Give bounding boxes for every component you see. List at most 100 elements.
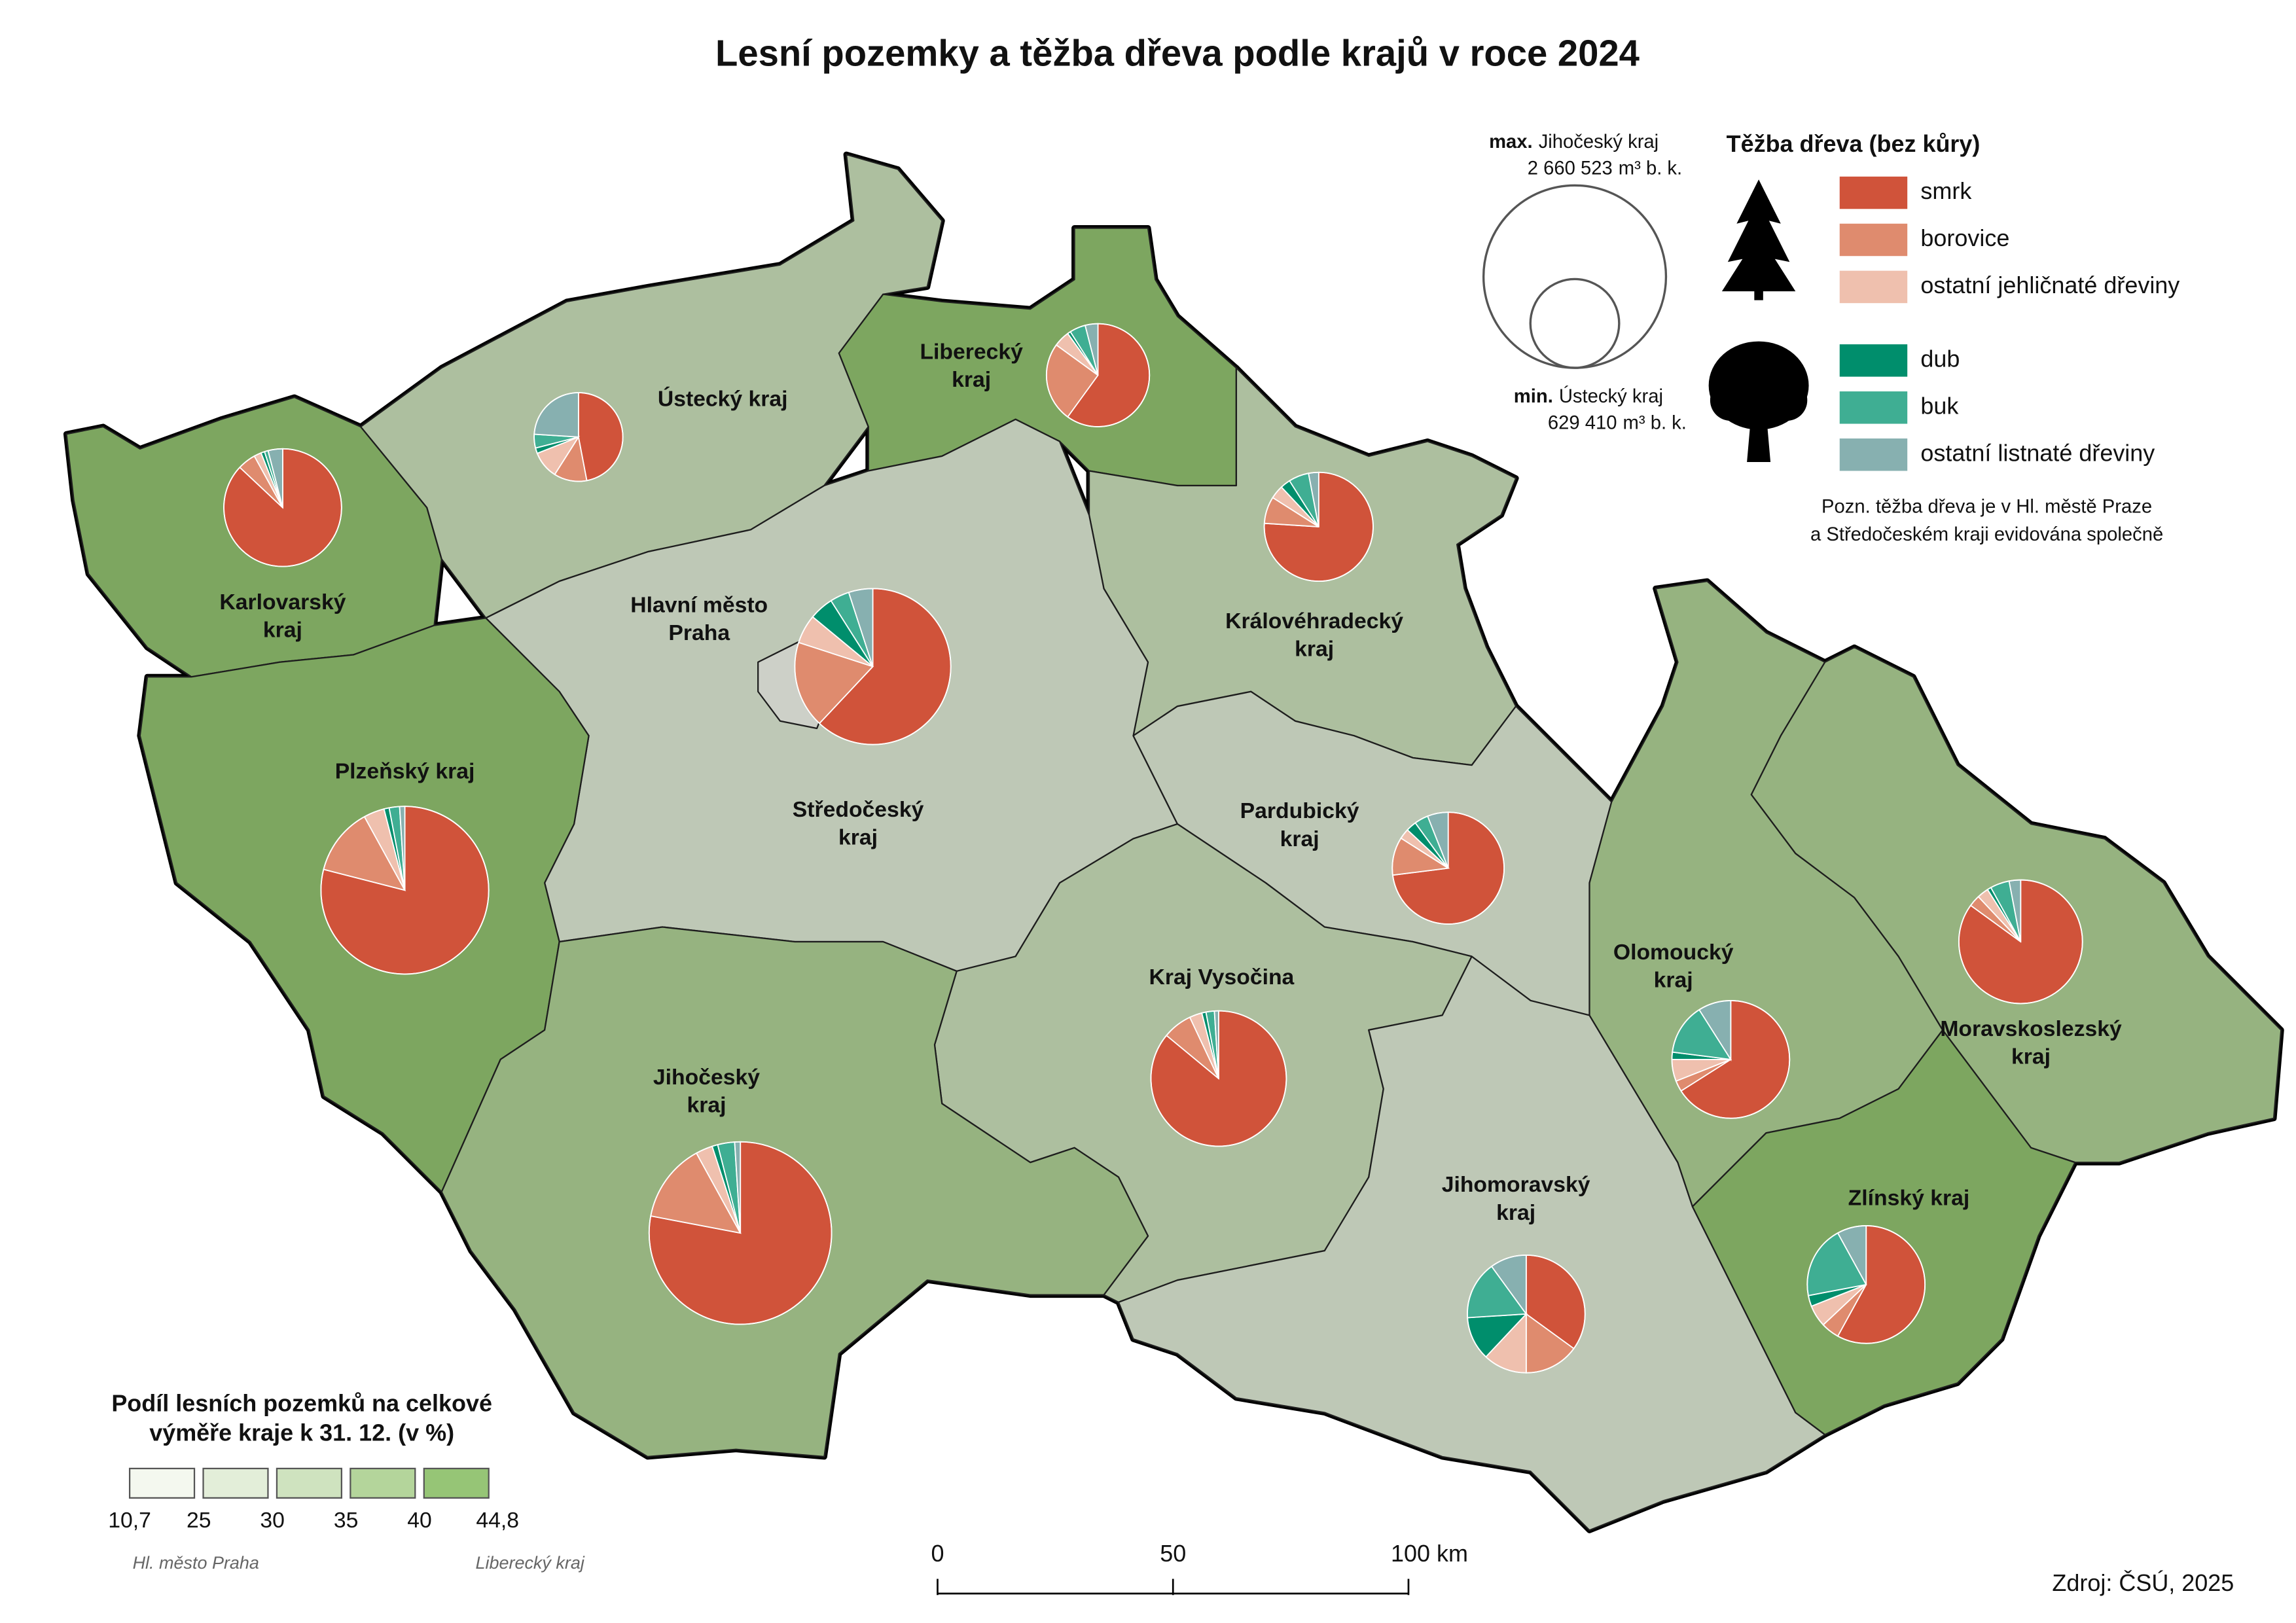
note-line: Pozn. těžba dřeva je v Hl. městě Praze — [1821, 496, 2152, 517]
source: Zdroj: ČSÚ, 2025 — [2052, 1569, 2234, 1596]
pie-size — [648, 1141, 833, 1325]
legend-label: ostatní jehličnaté dřeviny — [1920, 272, 2179, 298]
region-label: kraj — [838, 825, 878, 850]
region-label: Ústecký kraj — [658, 386, 788, 411]
region-label: Olomoucký — [1613, 940, 1734, 965]
legend-tick-label: 10,7 — [108, 1508, 151, 1533]
region-label: kraj — [2011, 1044, 2051, 1069]
legend-tick-label: 40 — [407, 1508, 432, 1533]
region-label: Jihočeský — [653, 1065, 760, 1090]
legend-swatch — [423, 1467, 490, 1499]
region-label: Praha — [668, 620, 730, 645]
region-label: Karlovarský — [219, 590, 346, 615]
region-label: kraj — [1496, 1200, 1535, 1225]
region-label: kraj — [1295, 637, 1334, 662]
pie — [1671, 1000, 1791, 1119]
legend-swatch — [276, 1467, 342, 1499]
legend-swatch — [1839, 270, 1908, 304]
scale-bar: 0 50 100 km — [931, 1540, 1468, 1596]
pie-charts — [223, 323, 2083, 1374]
legend-label: dub — [1920, 345, 1960, 372]
pie — [1467, 1255, 1586, 1374]
legend-swatch — [1839, 176, 1908, 209]
region-label: Plzeňský kraj — [335, 758, 475, 783]
pie-size — [320, 806, 490, 975]
region-label: Pardubický — [1240, 798, 1359, 823]
min-region: Ústecký kraj — [1559, 385, 1663, 407]
min-label: min. — [1514, 386, 1553, 407]
pie-size — [1806, 1225, 1926, 1344]
pie-size — [223, 448, 342, 567]
region-label: Středočeský — [793, 797, 924, 822]
legend-tick-label: 25 — [187, 1508, 211, 1533]
legend-swatch — [350, 1467, 416, 1499]
pie-size — [1958, 879, 2083, 1005]
region-label: kraj — [1280, 827, 1319, 851]
min-value: 629 410 — [1548, 412, 1617, 433]
region-label: Zlínský kraj — [1848, 1185, 1970, 1210]
scale-label: 50 — [1160, 1540, 1186, 1567]
species-legend-title: Těžba dřeva (bez kůry) — [1727, 130, 1981, 157]
pie-size — [1671, 1000, 1791, 1119]
region-label: kraj — [1654, 968, 1693, 993]
region-label: Kraj Vysočina — [1149, 965, 1295, 990]
size-legend-max: max. Jihočeský kraj — [1489, 132, 1659, 152]
region-label: kraj — [687, 1093, 726, 1118]
pie-size — [533, 392, 624, 482]
pie — [320, 806, 490, 975]
legend-tick-label: 35 — [334, 1508, 359, 1533]
legend-swatch — [1839, 344, 1908, 377]
map-title: Lesní pozemky a těžba dřeva podle krajů … — [715, 32, 1640, 73]
legend-swatch — [1839, 391, 1908, 424]
region-label: Královéhradecký — [1225, 609, 1403, 633]
share-legend-title: Podíl lesních pozemků na celkové — [111, 1390, 492, 1417]
size-circle — [1529, 277, 1621, 369]
share-legend-note: Hl. město Praha — [133, 1553, 259, 1573]
min-unit: m³ b. k. — [1623, 412, 1687, 433]
species-legend: Těžba dřeva (bez kůry) Pozn. těžba dřeva… — [1708, 130, 2179, 545]
pie-size — [1045, 323, 1151, 427]
scale-label: 0 — [931, 1540, 944, 1567]
pie — [1045, 323, 1151, 427]
pie — [1150, 1010, 1287, 1147]
region-label: kraj — [263, 617, 302, 642]
region-label: Jihomoravský — [1442, 1172, 1590, 1197]
legend-label: smrk — [1920, 177, 1972, 204]
legend-swatch — [1839, 438, 1908, 471]
legend-label: buk — [1920, 392, 1959, 419]
region-label: kraj — [952, 367, 991, 392]
legend-swatch — [128, 1467, 196, 1499]
pie — [1958, 879, 2083, 1005]
share-legend: Podíl lesních pozemků na celkové výměře … — [108, 1390, 585, 1573]
size-legend-min-value: 629 410 m³ b. k. — [1548, 412, 1687, 433]
legend-label: borovice — [1920, 224, 2009, 251]
conifer-icon — [1721, 179, 1796, 300]
size-legend: max. Jihočeský kraj 2 660 523 m³ b. k. min… — [1482, 132, 1687, 433]
scale-label: 100 km — [1391, 1540, 1468, 1567]
pie — [223, 448, 342, 567]
size-legend-max-value: 2 660 523 m³ b. k. — [1528, 158, 1682, 179]
legend-label: ostatní listnaté dřeviny — [1920, 439, 2155, 466]
region-label: Hlavní město — [630, 592, 768, 617]
pie — [1806, 1225, 1926, 1344]
legend-tick-label: 44,8 — [476, 1508, 519, 1533]
max-value: 2 660 523 — [1528, 158, 1613, 179]
region-label: Liberecký — [920, 340, 1023, 365]
max-label: max. — [1489, 132, 1533, 152]
pie — [794, 588, 952, 745]
region-label: Moravskoslezský — [1940, 1016, 2122, 1041]
pie-size — [794, 588, 952, 745]
pie — [1391, 812, 1505, 925]
deciduous-icon — [1708, 341, 1809, 463]
max-unit: m³ b. k. — [1619, 158, 1682, 179]
legend-tick-label: 30 — [260, 1508, 285, 1533]
legend-swatch — [1839, 223, 1908, 257]
pie — [648, 1141, 833, 1325]
legend-swatch — [202, 1467, 269, 1499]
max-region: Jihočeský kraj — [1539, 132, 1659, 152]
share-legend-title: výměře kraje k 31. 12. (v %) — [149, 1419, 454, 1446]
size-legend-min: min. Ústecký kraj — [1514, 385, 1663, 407]
note-line: a Středočeském kraji evidována společně — [1810, 524, 2163, 545]
